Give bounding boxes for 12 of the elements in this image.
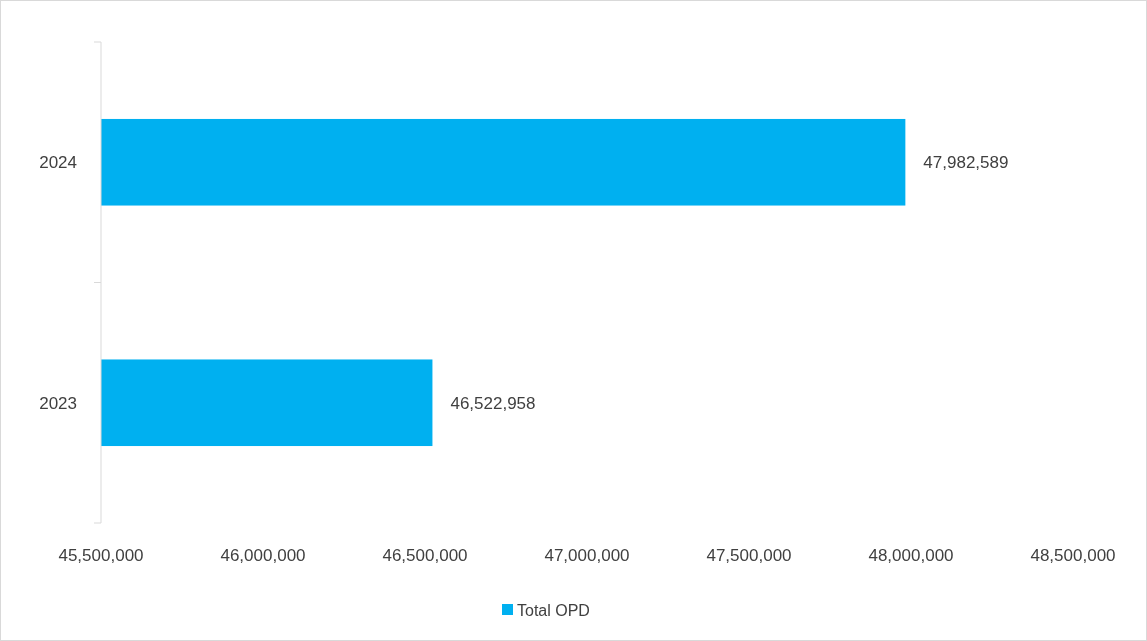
x-tick-label: 47,000,000: [544, 546, 630, 565]
x-tick-label: 48,500,000: [1030, 546, 1116, 565]
data-label: 47,982,589: [923, 153, 1009, 173]
y-tick-label: 2023: [39, 393, 77, 413]
x-tick-label: 47,500,000: [706, 546, 792, 565]
x-tick-label: 45,500,000: [58, 546, 144, 565]
legend-label: Total OPD: [517, 601, 590, 619]
x-tick-label: 46,500,000: [382, 546, 468, 565]
y-tick-label: 2024: [39, 153, 77, 173]
data-label: 46,522,958: [450, 393, 536, 413]
x-tick-label: 48,000,000: [868, 546, 954, 565]
x-tick-label: 46,000,000: [220, 546, 306, 565]
